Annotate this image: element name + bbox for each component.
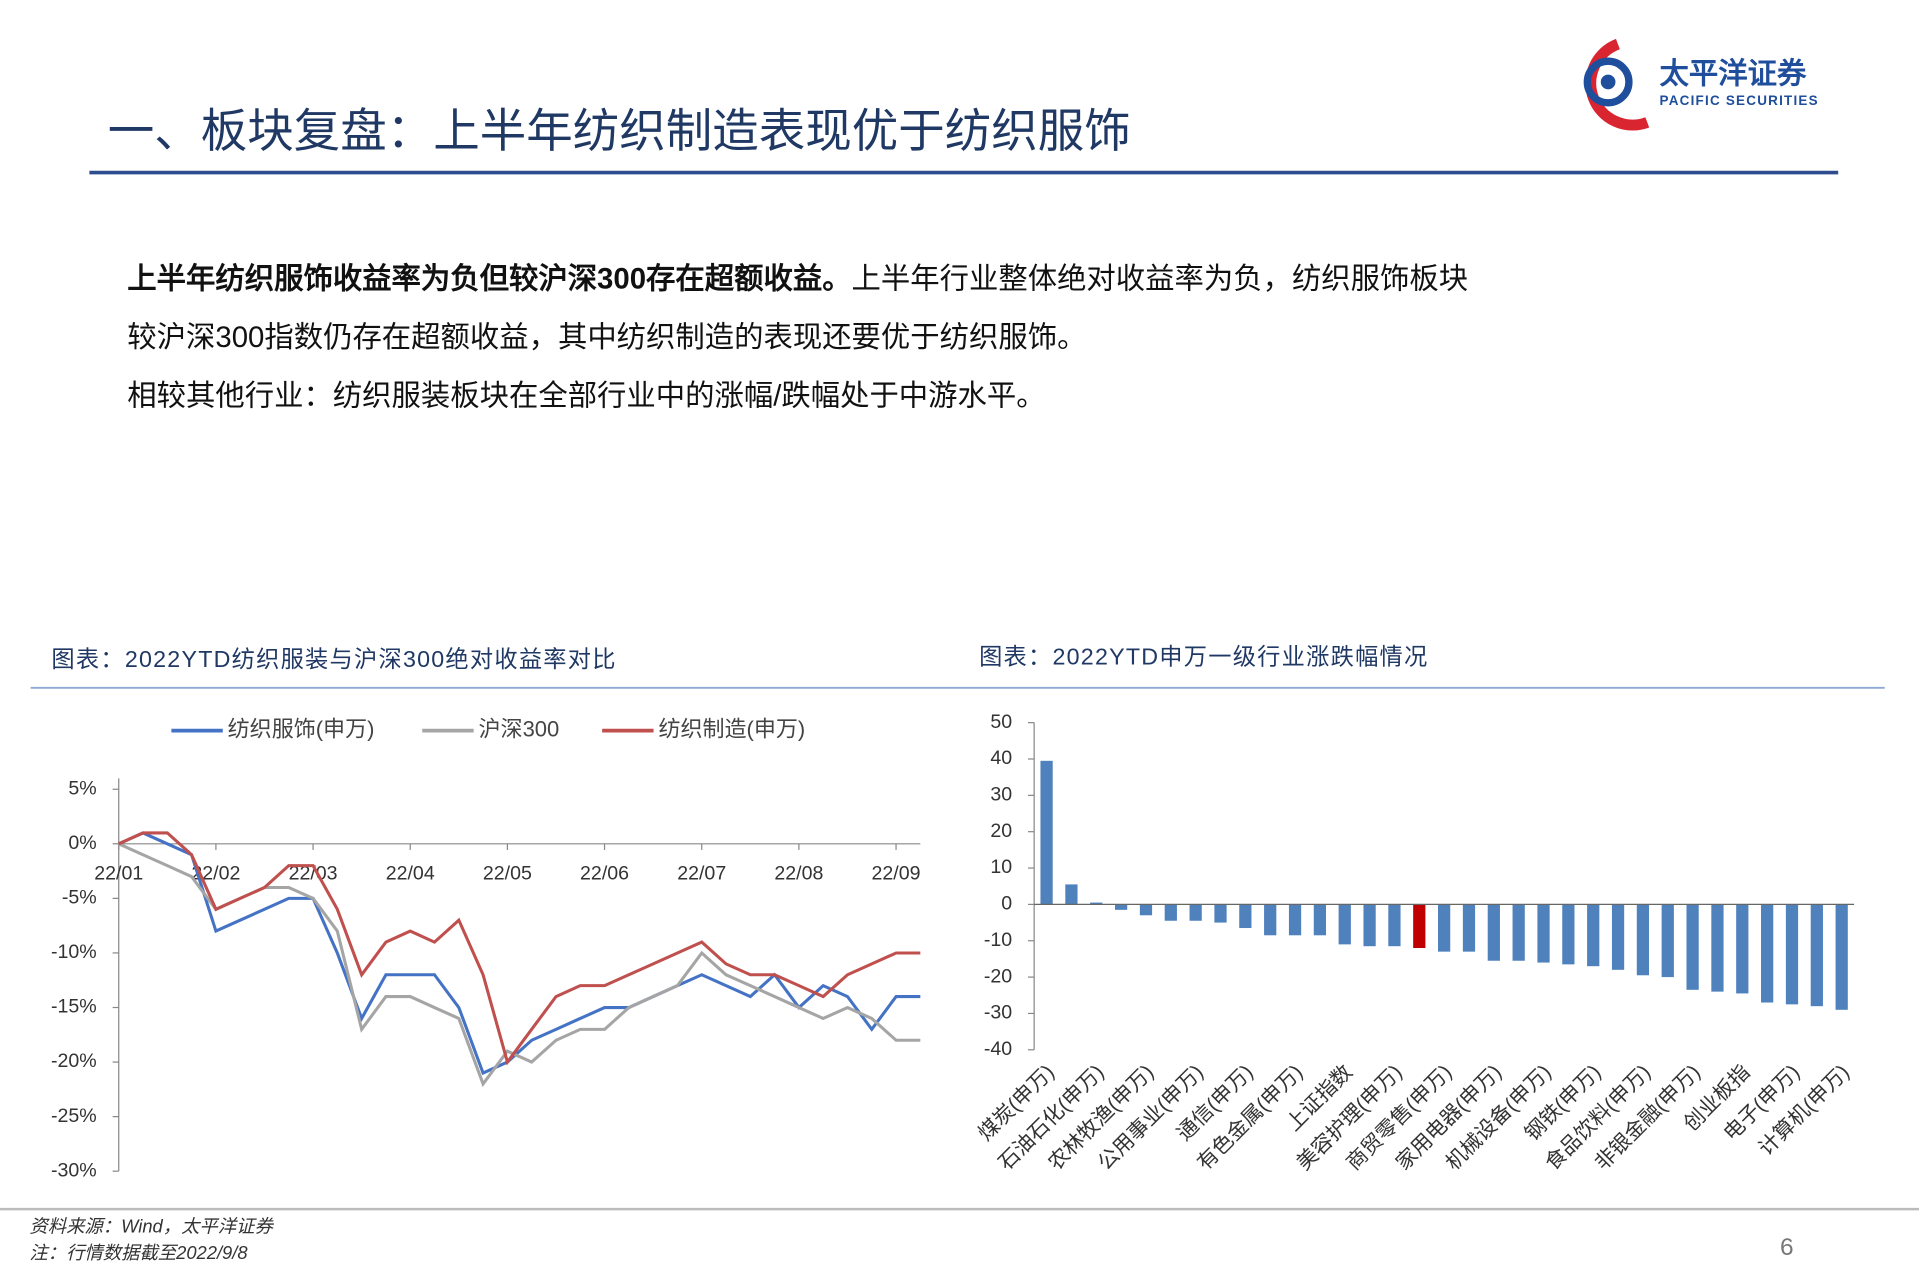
paragraph: 上半年纺织服饰收益率为负但较沪深300存在超额收益。上半年行业整体绝对收益率为负… [127, 261, 1468, 295]
bar [1040, 760, 1053, 905]
bar [1835, 904, 1848, 1010]
y-tick-label: -20 [984, 965, 1012, 987]
y-tick-label: -15% [51, 996, 97, 1018]
y-tick-label: 40 [990, 747, 1012, 769]
x-tick-label: 22/09 [872, 863, 921, 885]
bar [1288, 904, 1302, 936]
logo-name: 太平洋证券 [1660, 58, 1807, 91]
bar [1338, 904, 1351, 945]
y-tick-label: 20 [990, 820, 1012, 842]
note: 注：行情数据截至2022/9/8 [29, 1242, 248, 1263]
bar [1189, 904, 1202, 921]
y-tick-label: -5% [62, 887, 97, 909]
x-tick-label: 22/03 [289, 863, 338, 885]
x-tick-label: 22/01 [94, 863, 143, 885]
text: 上半年行业整体绝对收益率为负，纺织服饰板块 [852, 262, 1469, 295]
lead: 上半年纺织服饰收益率为负但较沪深300存在超额收益。 [127, 261, 851, 295]
y-tick-label: -20% [51, 1050, 97, 1072]
bar [1512, 904, 1525, 961]
bar [1264, 904, 1277, 936]
bar [1611, 904, 1625, 970]
y-tick-label: 50 [990, 711, 1012, 733]
bar [1785, 904, 1799, 1005]
bar [1388, 904, 1401, 947]
chart-title: 图表：2022YTD纺织服装与沪深300绝对收益率对比 [51, 646, 616, 672]
bar [1686, 904, 1699, 990]
page-number: 6 [1780, 1234, 1794, 1261]
bar [1562, 904, 1575, 965]
bar [1363, 904, 1376, 947]
bar [1736, 904, 1749, 994]
bar [1761, 904, 1774, 1003]
x-tick-label: 22/06 [580, 863, 629, 885]
source: 资料来源：Wind，太平洋证券 [29, 1215, 274, 1236]
y-tick-label: 10 [990, 856, 1012, 878]
y-tick-label: -40 [984, 1038, 1012, 1060]
bar [1413, 904, 1426, 949]
y-tick-label: -25% [51, 1105, 97, 1127]
bar [1438, 904, 1451, 952]
x-tick-label: 22/08 [774, 863, 823, 885]
bar [1214, 904, 1227, 923]
legend-label: 纺织服饰(申万) [228, 716, 375, 741]
line-series [118, 831, 921, 1076]
bar [1810, 904, 1823, 1007]
legend-label: 沪深300 [479, 716, 560, 741]
bar [1114, 904, 1128, 910]
bar [1462, 904, 1476, 952]
bar [1711, 904, 1724, 992]
slide-title: 一、板块复盘：上半年纺织制造表现优于纺织服饰 [108, 105, 1131, 157]
logo [1583, 38, 1650, 131]
bar [1661, 904, 1674, 978]
bar [1139, 904, 1153, 916]
y-tick-label: -30 [984, 1002, 1012, 1024]
bar [1065, 884, 1078, 905]
bar [1636, 904, 1650, 976]
bar [1239, 904, 1252, 929]
bar [1587, 904, 1600, 967]
x-tick-label: 22/07 [677, 863, 726, 885]
bar [1090, 902, 1103, 905]
chart-title: 图表：2022YTD申万一级行业涨跌幅情况 [979, 644, 1428, 670]
bar [1537, 904, 1550, 963]
y-tick-label: 0% [68, 832, 96, 854]
legend-label: 纺织制造(申万) [658, 716, 805, 741]
x-tick-label: 22/05 [483, 863, 532, 885]
y-tick-label: 0 [1001, 893, 1012, 915]
logo-en: PACIFIC SECURITIES [1660, 93, 1819, 108]
y-tick-label: -10% [51, 941, 97, 963]
text: 相较其他行业：纺织服装板块在全部行业中的涨幅/跌幅处于中游水平。 [127, 380, 1045, 413]
x-tick-label: 22/04 [386, 863, 435, 885]
y-tick-label: 5% [68, 777, 96, 799]
y-tick-label: -10 [984, 929, 1012, 951]
bar [1164, 904, 1177, 921]
line-series [118, 831, 921, 1066]
y-tick-label: 30 [990, 784, 1012, 806]
y-tick-label: -30% [51, 1159, 97, 1181]
bar [1313, 904, 1327, 936]
text: 较沪深300指数仍存在超额收益，其中纺织制造的表现还要优于纺织服饰。 [127, 321, 1086, 354]
bar [1487, 904, 1500, 961]
